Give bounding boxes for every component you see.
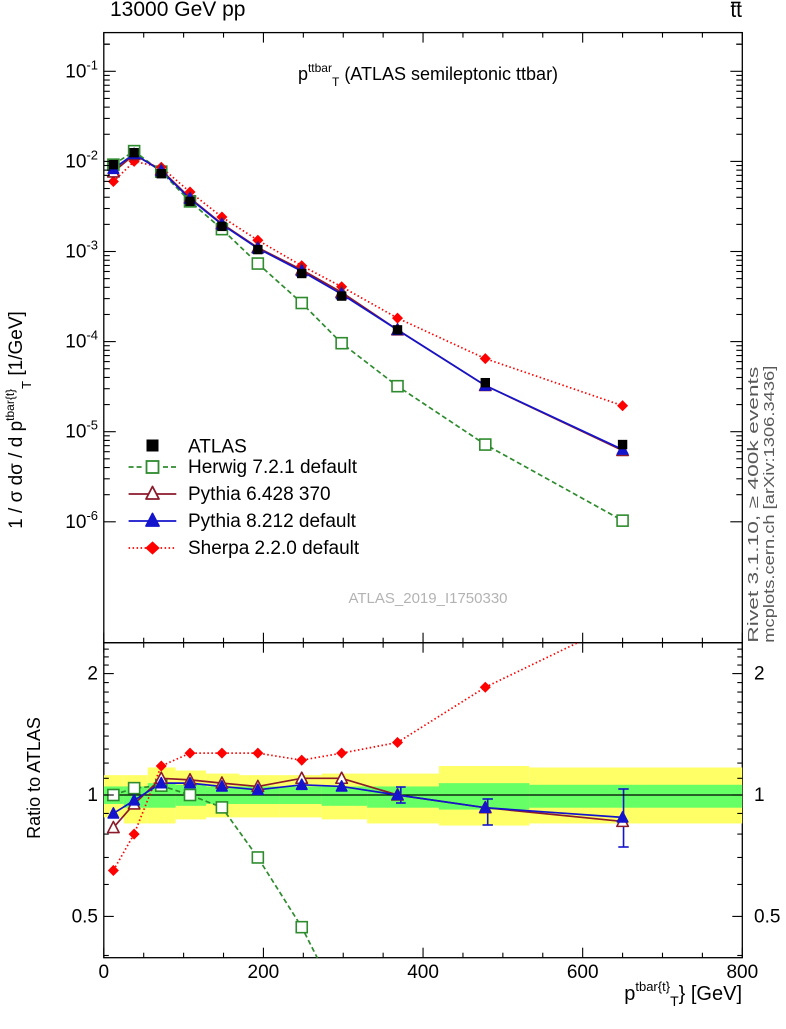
svg-text:0.5: 0.5 bbox=[72, 906, 98, 927]
svg-text:800: 800 bbox=[726, 962, 758, 983]
svg-text:Herwig 7.2.1 default: Herwig 7.2.1 default bbox=[188, 457, 358, 478]
svg-text:1: 1 bbox=[87, 785, 98, 806]
svg-text:200: 200 bbox=[248, 962, 280, 983]
svg-text:Rivet 3.1.10, ≥ 400k events: Rivet 3.1.10, ≥ 400k events bbox=[746, 367, 762, 643]
svg-text:2: 2 bbox=[87, 664, 98, 685]
svg-text:ATLAS: ATLAS bbox=[188, 437, 247, 458]
svg-text:600: 600 bbox=[567, 962, 599, 983]
svg-text:Pythia 8.212 default: Pythia 8.212 default bbox=[188, 511, 357, 532]
svg-text:1: 1 bbox=[754, 785, 765, 806]
svg-text:Ratio to ATLAS: Ratio to ATLAS bbox=[24, 717, 44, 839]
svg-text:2: 2 bbox=[754, 664, 765, 685]
svg-text:Pythia 6.428 370: Pythia 6.428 370 bbox=[188, 484, 331, 505]
svg-text:400: 400 bbox=[407, 962, 439, 983]
svg-text:13000 GeV pp: 13000 GeV pp bbox=[110, 0, 245, 21]
svg-text:0: 0 bbox=[99, 962, 110, 983]
svg-text:ATLAS_2019_I1750330: ATLAS_2019_I1750330 bbox=[348, 590, 507, 607]
svg-text:mcplots.cern.ch [arXiv:1306.34: mcplots.cern.ch [arXiv:1306.3436] bbox=[762, 366, 778, 643]
svg-text:Sherpa 2.2.0 default: Sherpa 2.2.0 default bbox=[188, 538, 360, 559]
svg-text:0.5: 0.5 bbox=[754, 906, 780, 927]
